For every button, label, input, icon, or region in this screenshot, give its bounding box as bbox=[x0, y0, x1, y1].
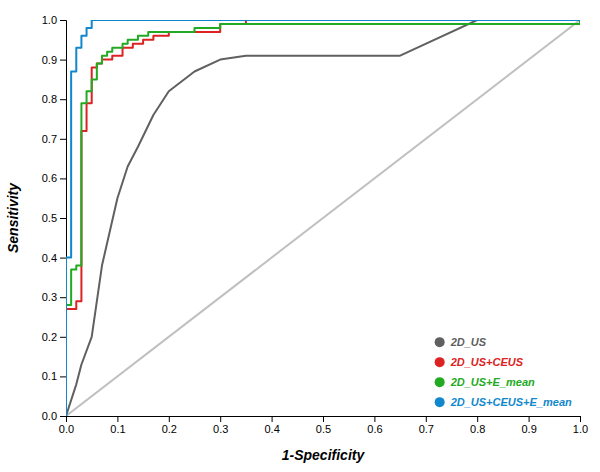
y-tick-label: 0.0 bbox=[42, 410, 57, 422]
legend-item: 2D_US+CEUS bbox=[435, 356, 524, 368]
x-tick: 0.8 bbox=[470, 416, 485, 435]
roc-curve bbox=[66, 20, 580, 416]
y-tick-mark bbox=[60, 258, 66, 259]
x-tick: 0.0 bbox=[59, 416, 74, 435]
y-tick-mark bbox=[60, 139, 66, 140]
x-tick-label: 0.3 bbox=[213, 423, 228, 435]
marks bbox=[66, 20, 580, 416]
x-tick-label: 0.0 bbox=[59, 423, 74, 435]
y-tick: 0.1 bbox=[42, 370, 66, 382]
y-tick-mark bbox=[60, 178, 66, 179]
y-tick-mark bbox=[60, 297, 66, 298]
x-tick: 1.0 bbox=[573, 416, 588, 435]
x-tick-label: 0.4 bbox=[264, 423, 279, 435]
x-tick-label: 0.7 bbox=[419, 423, 434, 435]
x-tick-label: 0.1 bbox=[110, 423, 125, 435]
x-tick: 0.1 bbox=[110, 416, 125, 435]
y-tick-label: 0.9 bbox=[42, 54, 57, 66]
y-axis-line bbox=[60, 21, 67, 417]
y-tick-label: 0.8 bbox=[42, 93, 57, 105]
y-tick-label: 0.7 bbox=[42, 133, 57, 145]
legend-marker bbox=[435, 377, 445, 387]
y-tick-mark bbox=[60, 416, 66, 417]
y-tick-label: 0.5 bbox=[42, 212, 57, 224]
y-tick: 0.5 bbox=[42, 212, 66, 224]
x-tick: 0.6 bbox=[367, 416, 382, 435]
y-tick: 0.6 bbox=[42, 172, 66, 184]
y-tick-label: 0.2 bbox=[42, 331, 57, 343]
y-tick-label: 0.4 bbox=[42, 252, 57, 264]
x-tick-mark bbox=[272, 416, 273, 422]
y-tick-label: 0.1 bbox=[42, 370, 57, 382]
y-tick: 0.7 bbox=[42, 133, 66, 145]
legend-label: 2D_US+CEUS bbox=[450, 356, 524, 368]
x-tick-mark bbox=[323, 416, 324, 422]
x-tick: 0.5 bbox=[316, 416, 331, 435]
legend-label: 2D_US bbox=[450, 336, 487, 348]
y-tick-mark bbox=[60, 376, 66, 377]
x-tick: 0.9 bbox=[521, 416, 536, 435]
roc-curve bbox=[66, 20, 580, 416]
y-tick: 0.9 bbox=[42, 54, 66, 66]
x-tick: 0.4 bbox=[264, 416, 279, 435]
x-tick-mark bbox=[477, 416, 478, 422]
x-tick-mark bbox=[117, 416, 118, 422]
y-tick-mark bbox=[60, 60, 66, 61]
legend-marker bbox=[435, 397, 445, 407]
y-tick: 0.0 bbox=[42, 410, 66, 422]
y-tick: 1.0 bbox=[42, 14, 66, 26]
y-tick-mark bbox=[60, 99, 66, 100]
reference-diagonal bbox=[66, 20, 580, 416]
legend-item: 2D_US bbox=[435, 336, 487, 348]
y-tick: 0.8 bbox=[42, 93, 66, 105]
x-tick-label: 0.9 bbox=[521, 423, 536, 435]
y-tick-mark bbox=[60, 218, 66, 219]
y-axis-title: Sensitivity bbox=[5, 182, 21, 253]
x-tick-mark bbox=[529, 416, 530, 422]
plot-area: 0.00.10.20.30.40.50.60.70.80.91.00.00.10… bbox=[42, 14, 588, 435]
y-tick-mark bbox=[60, 20, 66, 21]
x-axis-title: 1-Specificity bbox=[282, 447, 366, 463]
legend-label: 2D_US+E_mean bbox=[450, 376, 535, 388]
y-tick: 0.3 bbox=[42, 291, 66, 303]
x-tick: 0.3 bbox=[213, 416, 228, 435]
x-axis: 0.0 0.1 0.2 0.3 0.4 0.5 0.6 0.7 0.8 0.9 1.0 bbox=[59, 416, 588, 435]
y-tick-label: 1.0 bbox=[42, 14, 57, 26]
x-tick-mark bbox=[580, 416, 581, 422]
x-tick-mark bbox=[220, 416, 221, 422]
legend-marker bbox=[435, 337, 445, 347]
legend-item: 2D_US+CEUS+E_mean bbox=[435, 396, 572, 408]
legend: 2D_US 2D_US+CEUS 2D_US+E_mean 2D_US+CEUS+E_… bbox=[435, 336, 572, 408]
y-tick: 0.4 bbox=[42, 252, 66, 264]
x-tick: 0.2 bbox=[162, 416, 177, 435]
legend-marker bbox=[435, 357, 445, 367]
x-tick-mark bbox=[426, 416, 427, 422]
chart: 0.00.10.20.30.40.50.60.70.80.91.00.00.10… bbox=[0, 0, 600, 472]
x-tick-label: 0.8 bbox=[470, 423, 485, 435]
x-tick-mark bbox=[169, 416, 170, 422]
y-axis: 0.0 0.1 0.2 0.3 0.4 0.5 0.6 0.7 0.8 0.9 1.0 bbox=[42, 14, 67, 422]
x-tick-label: 0.6 bbox=[367, 423, 382, 435]
y-tick: 0.2 bbox=[42, 331, 66, 343]
roc-curve bbox=[66, 20, 580, 416]
x-tick-label: 0.5 bbox=[316, 423, 331, 435]
x-tick: 0.7 bbox=[419, 416, 434, 435]
legend-item: 2D_US+E_mean bbox=[435, 376, 535, 388]
x-tick-label: 0.2 bbox=[162, 423, 177, 435]
y-tick-label: 0.3 bbox=[42, 291, 57, 303]
legend-label: 2D_US+CEUS+E_mean bbox=[450, 396, 572, 408]
x-tick-mark bbox=[374, 416, 375, 422]
y-tick-mark bbox=[60, 337, 66, 338]
x-tick-label: 1.0 bbox=[573, 423, 588, 435]
x-axis-line bbox=[67, 417, 581, 423]
roc-curve bbox=[66, 20, 580, 416]
y-tick-label: 0.6 bbox=[42, 172, 57, 184]
